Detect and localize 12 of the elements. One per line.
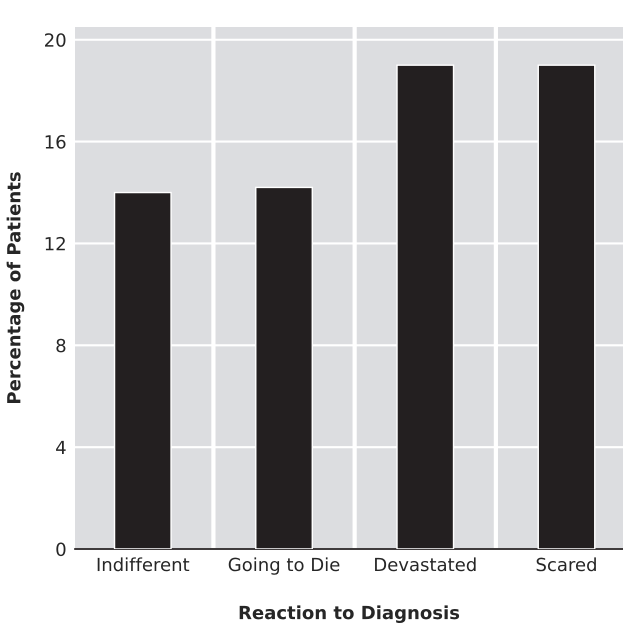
y-tick-label: 16 bbox=[46, 135, 66, 149]
y-tick-label: 8 bbox=[56, 338, 66, 352]
y-tick-label: 0 bbox=[56, 542, 66, 556]
y-tick-label: 4 bbox=[56, 440, 66, 454]
x-tick-label: Devastated bbox=[375, 557, 476, 572]
y-axis-title: Percentage of Patients bbox=[6, 172, 24, 403]
x-tick-label: Indifferent bbox=[98, 557, 190, 572]
y-tick-label: 20 bbox=[45, 33, 66, 47]
x-axis-title: Reaction to Diagnosis bbox=[240, 605, 460, 623]
x-tick-label: Scared bbox=[536, 557, 596, 572]
x-tick-label: Going to Die bbox=[228, 557, 340, 575]
y-tick-label: 12 bbox=[46, 236, 65, 250]
